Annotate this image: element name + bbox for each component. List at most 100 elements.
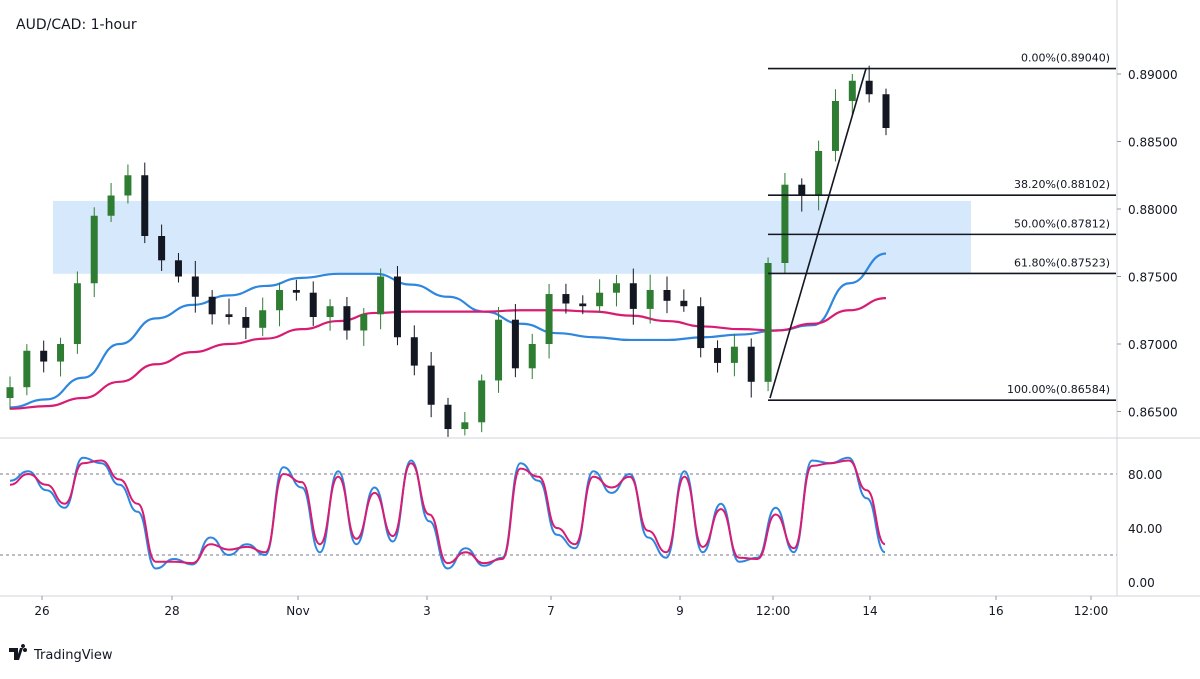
candle-body [40, 350, 48, 362]
candle-body [646, 290, 654, 309]
oscillator-tick-label: 40.00 [1128, 522, 1162, 536]
candle-body [478, 380, 486, 423]
candle [714, 340, 722, 373]
candle-body [292, 290, 300, 293]
candle-body [596, 292, 604, 307]
moving-average-magenta [9, 297, 887, 410]
candle-body [663, 290, 671, 301]
fib-level-label: 61.80%(0.87523) [1014, 256, 1110, 269]
candle-body [444, 404, 452, 430]
candle-body [511, 319, 519, 369]
oscillator-tick-label: 80.00 [1128, 468, 1162, 482]
candle-body [377, 276, 385, 315]
candle-body [714, 348, 722, 363]
candle [629, 268, 637, 325]
candle [40, 340, 48, 373]
candle [141, 162, 149, 244]
candle-body [158, 236, 166, 261]
tradingview-logo-text: TradingView [33, 648, 113, 663]
oscillator-d-line [9, 459, 886, 565]
candle-body [276, 290, 284, 311]
candle [848, 73, 856, 115]
tradingview-logo-icon [9, 644, 26, 660]
candle-body [764, 263, 772, 382]
candle-body [360, 314, 368, 331]
candle [747, 338, 755, 398]
candle-body [612, 283, 620, 293]
candle [242, 307, 250, 340]
candle-body [747, 346, 755, 382]
candle-body [562, 294, 570, 304]
candle-body [259, 310, 267, 328]
candle [174, 252, 182, 283]
candle [444, 397, 452, 437]
candle-body [865, 80, 873, 95]
candle [831, 89, 839, 162]
time-axis[interactable]: 26 28 Nov 3 7 9 12:00 14 16 12:00 [34, 596, 1108, 618]
candle-body [343, 306, 351, 331]
price-tick-label: 0.87000 [1128, 338, 1178, 352]
candle [377, 268, 385, 330]
candle [276, 282, 284, 327]
candle-body [680, 300, 688, 307]
candle [646, 274, 654, 324]
candle-body [242, 317, 250, 328]
tradingview-logo[interactable]: TradingView [9, 644, 113, 663]
candle-body [141, 175, 149, 236]
candle [107, 182, 115, 222]
candle [410, 325, 418, 376]
candle-body [730, 346, 738, 363]
candle-body [73, 283, 81, 344]
fib-trend-line [769, 68, 867, 399]
highlight-zone [53, 200, 971, 274]
candle-body [57, 344, 65, 362]
candle [360, 308, 368, 346]
candle [23, 344, 31, 396]
time-tick-label: 3 [423, 604, 431, 618]
price-tick-label: 0.86500 [1128, 406, 1178, 420]
time-tick-label: 16 [988, 604, 1003, 618]
candle [57, 337, 65, 377]
moving-average-blue [9, 252, 887, 409]
time-tick-label: 12:00 [1074, 604, 1109, 618]
candle [326, 299, 334, 331]
candle [225, 298, 233, 325]
candle-body [410, 337, 418, 366]
candle [124, 164, 132, 204]
candle [478, 374, 486, 433]
candle-body [309, 292, 317, 317]
candle-body [629, 283, 637, 309]
price-tick-label: 0.88500 [1128, 136, 1178, 150]
candle [815, 140, 823, 211]
candle [730, 333, 738, 377]
candle-body [848, 80, 856, 101]
candle [259, 297, 267, 337]
candle [292, 279, 300, 301]
candle-body [798, 184, 806, 196]
time-tick-label: 14 [862, 604, 877, 618]
moving-average-layer [9, 252, 887, 410]
candle-body [427, 365, 435, 405]
candle-body [393, 276, 401, 338]
candle [309, 281, 317, 326]
candle [343, 297, 351, 340]
candle-body [23, 350, 31, 388]
candle [579, 295, 587, 315]
candle-body [124, 175, 132, 196]
candle-body [579, 303, 587, 307]
chart-title: AUD/CAD: 1-hour [16, 17, 137, 33]
candle [495, 306, 503, 393]
candle-body [528, 344, 536, 369]
price-tick-label: 0.89000 [1128, 68, 1178, 82]
fibonacci-retracement[interactable]: 0.00%(0.89040) 38.20%(0.88102) 50.00%(0.87… [768, 52, 1116, 401]
candlestick-series [6, 65, 890, 437]
candle [208, 290, 216, 325]
fib-level-label: 100.00%(0.86584) [1007, 383, 1110, 396]
oscillator-tick-label: 0.00 [1128, 576, 1155, 590]
candle-body [781, 184, 789, 263]
candle-body [225, 314, 233, 317]
price-axis[interactable]: 0.89000 0.88500 0.88000 0.87500 0.87000 0.865… [1117, 68, 1178, 590]
candle [545, 283, 553, 359]
candle [6, 376, 14, 410]
